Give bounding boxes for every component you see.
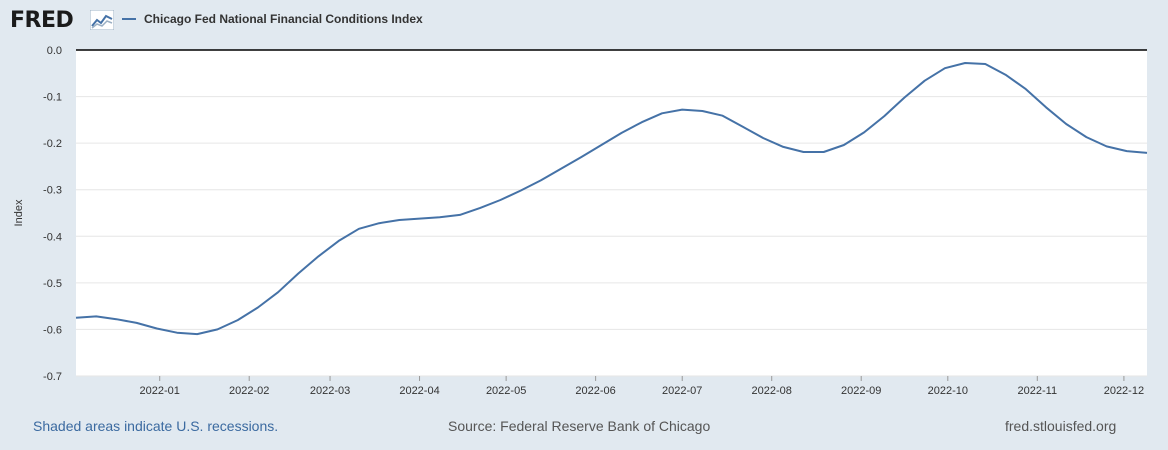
site-link[interactable]: fred.stlouisfed.org xyxy=(1005,418,1117,434)
x-tick-label: 2022-11 xyxy=(1018,385,1058,397)
legend-swatch xyxy=(122,18,136,20)
y-tick-label: -0.2 xyxy=(43,138,62,150)
x-tick-label: 2022-10 xyxy=(928,385,968,397)
fred-chart-mark-icon xyxy=(90,10,114,30)
x-tick-label: 2022-05 xyxy=(486,385,526,397)
recessions-note: Shaded areas indicate U.S. recessions. xyxy=(33,418,279,434)
x-tick-label: 2022-01 xyxy=(140,385,180,397)
plot-area xyxy=(76,50,1147,376)
x-tick-label: 2022-12 xyxy=(1104,385,1144,397)
y-tick-label: -0.6 xyxy=(43,324,62,336)
chart-legend: Chicago Fed National Financial Condition… xyxy=(122,12,423,26)
y-axis-label: Index xyxy=(13,199,25,226)
y-tick-label: -0.1 xyxy=(43,92,62,104)
x-tick-label: 2022-07 xyxy=(662,385,702,397)
fred-logo: FRED xyxy=(10,8,74,33)
series-line xyxy=(75,62,1148,336)
y-tick-label: 0.0 xyxy=(47,45,62,57)
legend-label: Chicago Fed National Financial Condition… xyxy=(144,12,423,26)
x-tick-label: 2022-08 xyxy=(752,385,792,397)
y-tick-label: -0.4 xyxy=(43,231,62,243)
source-note: Source: Federal Reserve Bank of Chicago xyxy=(448,418,711,434)
y-tick-label: -0.7 xyxy=(43,371,62,383)
x-tick-label: 2022-06 xyxy=(575,385,615,397)
x-tick-label: 2022-09 xyxy=(841,385,881,397)
x-tick-label: 2022-02 xyxy=(229,385,269,397)
y-tick-label: -0.5 xyxy=(43,278,62,290)
y-tick-label: -0.3 xyxy=(43,185,62,197)
line-chart: 0.0 -0.1 -0.2 -0.3 -0.4 -0.5 -0.6 -0.7 2022-01 20… xyxy=(13,45,1148,397)
x-tick-label: 2022-04 xyxy=(399,385,439,397)
x-tick-label: 2022-03 xyxy=(310,385,350,397)
